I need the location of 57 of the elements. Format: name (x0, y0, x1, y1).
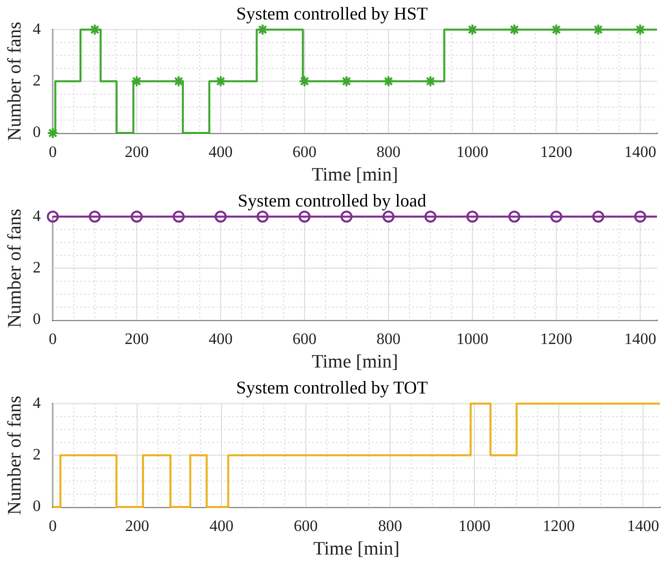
y-tick-label: 2 (32, 72, 41, 90)
x-axis-title: Time [min] (312, 164, 398, 186)
y-tick-label: 4 (32, 20, 41, 38)
x-axis-title: Time [min] (313, 538, 400, 560)
chart-title: System controlled by HST (236, 4, 428, 24)
x-tick-label: 1400 (624, 330, 656, 348)
x-tick-label: 400 (208, 144, 233, 161)
x-tick-label: 800 (378, 518, 402, 535)
point (592, 24, 604, 36)
y-tick-label: 0 (32, 124, 41, 142)
x-tick-label: 600 (292, 330, 317, 348)
x-tick-label: 400 (209, 518, 234, 535)
x-tick-label: 800 (376, 144, 400, 161)
x-tick-label: 200 (124, 330, 149, 348)
point (130, 75, 143, 88)
chart-title: System controlled by TOT (236, 378, 428, 398)
y-axis-title: Number of fans (4, 22, 26, 141)
x-tick-label: 1000 (456, 144, 488, 161)
x-tick-label: 1400 (627, 518, 660, 535)
y-axis-title: Number of fans (4, 396, 26, 515)
y-tick-label: 2 (32, 446, 41, 464)
y-tick-label: 4 (32, 208, 41, 225)
point (172, 75, 185, 88)
x-tick-label: 200 (124, 144, 149, 161)
y-tick-label: 2 (32, 260, 41, 277)
point (88, 24, 101, 36)
chart-title: System controlled by load (238, 190, 426, 211)
x-tick-label: 0 (48, 518, 57, 535)
x-tick-label: 1200 (540, 144, 572, 161)
point (298, 75, 311, 88)
point (46, 127, 59, 139)
x-tick-label: 0 (48, 330, 57, 348)
y-tick-label: 0 (32, 311, 41, 328)
x-tick-label: 400 (208, 330, 233, 348)
point (340, 75, 353, 88)
point (634, 24, 646, 36)
y-axis-title: Number of fans (4, 208, 26, 328)
x-tick-label: 1400 (624, 144, 656, 161)
x-tick-label: 1000 (456, 330, 488, 348)
point (550, 24, 562, 36)
x-tick-label: 800 (376, 330, 400, 348)
x-tick-label: 600 (292, 144, 317, 161)
x-tick-label: 1000 (458, 518, 490, 535)
point (382, 75, 394, 88)
x-tick-label: 1200 (540, 330, 572, 348)
point (424, 75, 436, 88)
x-tick-label: 200 (125, 518, 150, 535)
x-axis-title: Time [min] (312, 352, 398, 373)
y-tick-label: 0 (32, 498, 41, 516)
x-tick-label: 600 (294, 518, 318, 535)
y-tick-label: 4 (32, 394, 41, 412)
point (214, 75, 227, 88)
x-tick-label: 1200 (542, 518, 575, 535)
point (256, 24, 269, 36)
point (466, 24, 478, 36)
x-tick-label: 0 (48, 144, 57, 161)
point (508, 24, 520, 36)
